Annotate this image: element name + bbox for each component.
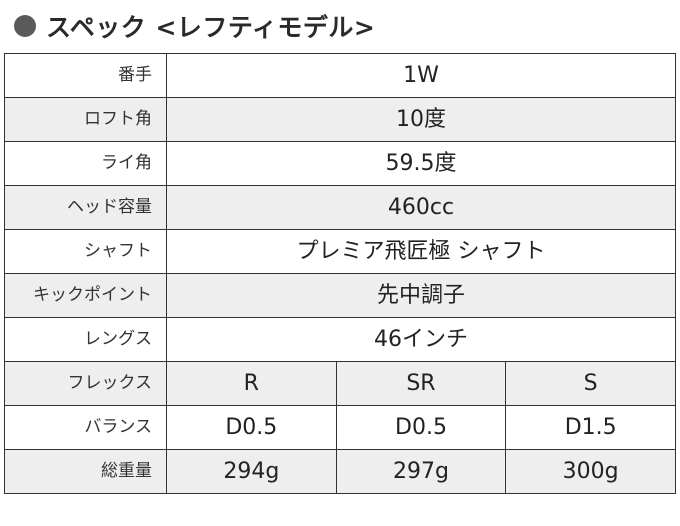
table-row-loft: ロフト角 10度 bbox=[4, 97, 676, 142]
table-row-balance: バランス D0.5 D0.5 D1.5 bbox=[4, 405, 676, 450]
flex-value-r: R bbox=[166, 361, 337, 406]
balance-value-sr: D0.5 bbox=[335, 405, 507, 450]
table-row-shaft: シャフト プレミア飛匠極 シャフト bbox=[4, 229, 676, 274]
row-label: キックポイント bbox=[4, 273, 167, 318]
row-label: ヘッド容量 bbox=[4, 185, 167, 230]
row-label: バランス bbox=[4, 405, 167, 450]
row-value: 10度 bbox=[166, 97, 676, 142]
row-value: 59.5度 bbox=[166, 141, 676, 186]
section-heading: スペック <レフティモデル> bbox=[14, 6, 375, 46]
table-row-length: レングス 46インチ bbox=[4, 317, 676, 362]
row-label: 番手 bbox=[4, 53, 167, 98]
table-row-club-number: 番手 1W bbox=[4, 53, 676, 98]
row-label: レングス bbox=[4, 317, 167, 362]
table-row-total-weight: 総重量 294g 297g 300g bbox=[4, 449, 676, 494]
row-value: 46インチ bbox=[166, 317, 676, 362]
row-label: シャフト bbox=[4, 229, 167, 274]
table-row-flex: フレックス R SR S bbox=[4, 361, 676, 406]
weight-value-r: 294g bbox=[166, 449, 337, 494]
row-label: ライ角 bbox=[4, 141, 167, 186]
table-row-lie: ライ角 59.5度 bbox=[4, 141, 676, 186]
flex-value-s: S bbox=[505, 361, 676, 406]
table-row-head-volume: ヘッド容量 460cc bbox=[4, 185, 676, 230]
flex-value-sr: SR bbox=[335, 361, 507, 406]
row-value: 1W bbox=[166, 53, 676, 98]
bullet-circle-icon bbox=[14, 15, 36, 37]
weight-value-sr: 297g bbox=[335, 449, 507, 494]
table-row-kick-point: キックポイント 先中調子 bbox=[4, 273, 676, 318]
row-value: 460cc bbox=[166, 185, 676, 230]
row-value: プレミア飛匠極 シャフト bbox=[166, 229, 676, 274]
row-label: 総重量 bbox=[4, 449, 167, 494]
spec-table: 番手 1W ロフト角 10度 ライ角 59.5度 ヘッド容量 460cc シャフ… bbox=[4, 53, 676, 494]
row-value: 先中調子 bbox=[166, 273, 676, 318]
balance-value-s: D1.5 bbox=[505, 405, 676, 450]
row-label: ロフト角 bbox=[4, 97, 167, 142]
weight-value-s: 300g bbox=[505, 449, 676, 494]
row-label: フレックス bbox=[4, 361, 167, 406]
heading-title: スペック <レフティモデル> bbox=[46, 13, 376, 42]
balance-value-r: D0.5 bbox=[166, 405, 337, 450]
